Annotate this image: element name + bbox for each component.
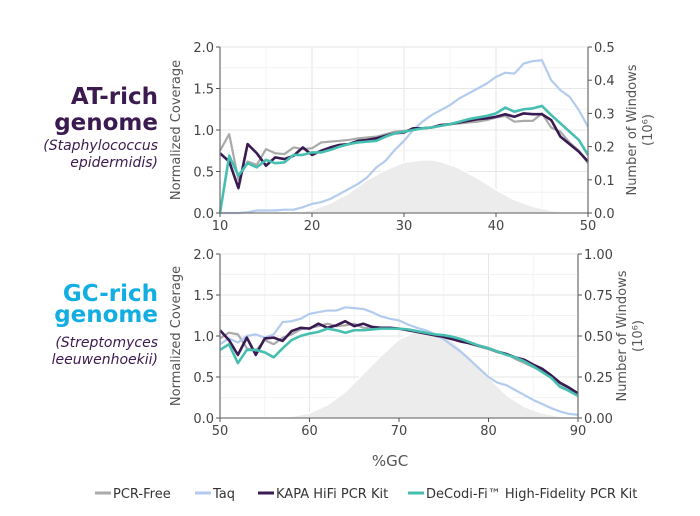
series-line xyxy=(218,104,590,214)
y-tick-label: 1.5 xyxy=(193,289,214,304)
y-axis-title: Normalized Coverage xyxy=(169,60,184,200)
at-species-line1: (Staphylococcus xyxy=(43,138,158,154)
legend-item: Taq xyxy=(195,487,235,502)
legend-item: PCR-Free xyxy=(95,487,171,502)
y2-tick-label: 1.00 xyxy=(584,248,613,263)
chart-panel-1: 0.0 0.5 1.0 1.5 2.0 0.00 0.25 0.50 0.75 1.00 50 60 7… xyxy=(169,248,646,439)
series-line xyxy=(220,59,589,215)
at-title-line1: AT-rich xyxy=(71,84,158,110)
y2-axis-title: Number of Windows xyxy=(625,64,640,195)
x-tick-label: 10 xyxy=(212,219,229,234)
legend-label: Taq xyxy=(212,487,235,502)
y-tick-label: 0.0 xyxy=(193,207,214,222)
x-tick-label: 20 xyxy=(304,219,321,234)
y2-tick-label: 0.0 xyxy=(594,207,615,222)
y-tick-label: 0.0 xyxy=(193,412,214,427)
y-tick-label: 2.0 xyxy=(193,248,214,263)
at-title-line2: genome xyxy=(54,110,158,136)
panel-label-gc: GC-rich genome (Streptomyces leeuwenhoek… xyxy=(52,281,158,368)
x-tick-label: 30 xyxy=(396,219,413,234)
at-species-line2: epidermidis) xyxy=(70,155,158,171)
y-tick-label: 0.5 xyxy=(193,166,214,181)
y-tick-label: 1.0 xyxy=(193,124,214,139)
y2-tick-label: 0.25 xyxy=(584,371,613,386)
legend-label: KAPA HiFi PCR Kit xyxy=(276,487,388,502)
windows-area xyxy=(219,328,579,419)
gc-title-line1: GC-rich xyxy=(63,281,158,307)
y2-tick-label: 0.5 xyxy=(594,41,615,56)
x-tick-label: 50 xyxy=(580,219,597,234)
y2-tick-label: 0.2 xyxy=(594,141,615,156)
y2-axis-unit: (10⁶) xyxy=(631,320,646,352)
legend-item: KAPA HiFi PCR Kit xyxy=(258,487,388,502)
series-decodi-fi-high-fidelity-pcr-kit xyxy=(218,104,590,214)
x-axis-title: %GC xyxy=(372,452,408,470)
legend-item: DeCodi-Fi™ High-Fidelity PCR Kit xyxy=(408,487,637,502)
series-taq xyxy=(220,59,589,215)
windows-area xyxy=(220,159,589,214)
x-tick-label: 90 xyxy=(570,424,587,439)
x-tick-label: 60 xyxy=(301,424,318,439)
chart-panel-0: 0.0 0.5 1.0 1.5 2.0 0.0 0.1 0.2 0.3 0.4 0.5 10 20 30 4… xyxy=(169,41,656,234)
legend-label: DeCodi-Fi™ High-Fidelity PCR Kit xyxy=(426,487,637,502)
y2-tick-label: 0.4 xyxy=(594,74,615,89)
y-tick-label: 0.5 xyxy=(193,371,214,386)
gc-species-line1: (Streptomyces xyxy=(55,335,158,351)
y-tick-label: 1.5 xyxy=(193,83,214,98)
y-tick-label: 2.0 xyxy=(193,41,214,56)
series-line xyxy=(219,327,579,397)
y-axis-title: Normalized Coverage xyxy=(169,266,184,406)
series-line xyxy=(219,306,579,416)
y2-tick-label: 0.1 xyxy=(594,174,615,189)
legend-label: PCR-Free xyxy=(113,487,171,502)
x-tick-label: 50 xyxy=(212,424,229,439)
y2-tick-label: 0.3 xyxy=(594,107,615,122)
y2-tick-label: 0.50 xyxy=(584,330,613,345)
y2-tick-label: 0.75 xyxy=(584,289,613,304)
panel-label-at: AT-rich genome (Staphylococcus epidermid… xyxy=(43,84,158,171)
gc-species-line2: leeuwenhoekii) xyxy=(52,352,158,368)
legend: PCR-Free Taq KAPA HiFi PCR Kit DeCodi-Fi™ H… xyxy=(95,487,637,502)
y-tick-label: 1.0 xyxy=(193,330,214,345)
x-tick-label: 40 xyxy=(488,219,505,234)
y2-axis-title: Number of Windows xyxy=(615,270,630,401)
series-decodi-fi-high-fidelity-pcr-kit xyxy=(219,327,579,397)
x-tick-label: 80 xyxy=(480,424,497,439)
x-tick-label: 70 xyxy=(391,424,408,439)
y2-axis-unit: (10⁶) xyxy=(641,114,656,146)
series-taq xyxy=(219,306,579,416)
y2-tick-label: 0.00 xyxy=(584,412,613,427)
gc-title-line2: genome xyxy=(54,302,158,328)
